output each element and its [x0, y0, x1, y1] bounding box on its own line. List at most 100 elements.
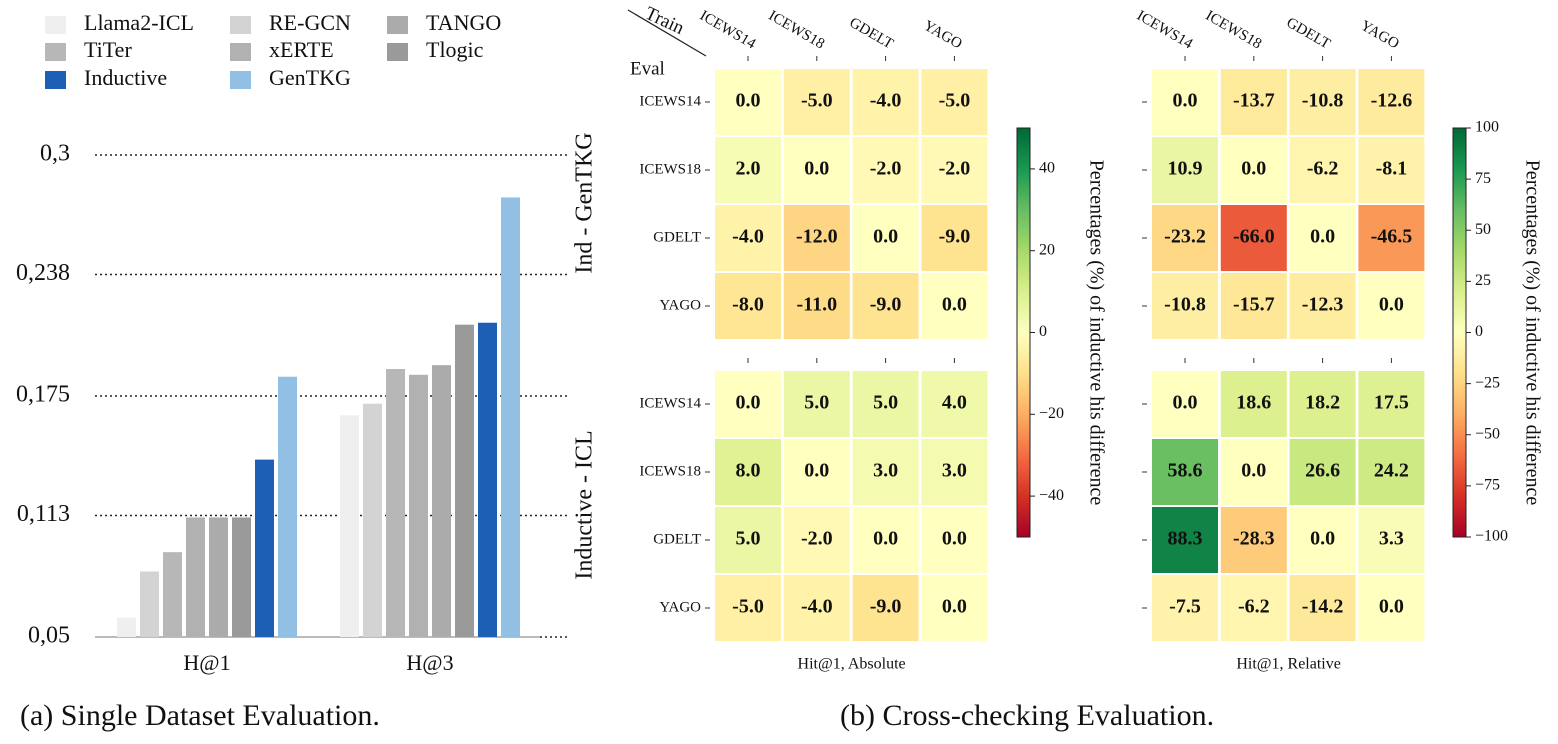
legend-swatch [45, 16, 66, 34]
cell-label: 0.0 [1379, 596, 1404, 618]
bar [363, 403, 382, 637]
cell-label: -15.7 [1233, 294, 1275, 316]
bar [340, 415, 359, 637]
colorbar-tick-label: 50 [1475, 221, 1491, 238]
column-label: ICEWS14 [697, 8, 759, 53]
heatmap-cell [1220, 137, 1287, 203]
cell-label: 0.0 [1379, 294, 1404, 316]
colorbar-tick-label: 0 [1039, 323, 1047, 340]
heatmap-cell [1358, 507, 1425, 573]
heatmap-cell [1220, 575, 1287, 641]
heatmap-cell [921, 507, 988, 573]
row-label: ICEWS18 [639, 161, 701, 177]
cell-label: 0.0 [804, 158, 829, 180]
heatmap-cell [715, 439, 781, 505]
heatmap-cell [852, 439, 919, 505]
column-label: ICEWS14 [1134, 8, 1196, 53]
bar [163, 552, 182, 637]
bar [409, 374, 428, 637]
x-axis-label: Hit@1, Absolute [798, 656, 906, 673]
colorbar-tick-label: 20 [1039, 241, 1055, 258]
row-label: ICEWS14 [639, 395, 701, 411]
heatmap-cell [1152, 371, 1218, 437]
bar [478, 322, 497, 637]
block-label: Inductive - ICL [572, 430, 598, 579]
heatmap-cell [852, 273, 919, 339]
cell-label: -13.7 [1233, 90, 1275, 112]
heatmap-cell [921, 439, 988, 505]
heatmap-cell [1220, 371, 1287, 437]
cell-label: -8.0 [732, 294, 764, 316]
heatmap-cell [921, 69, 988, 135]
heatmap-cell [715, 273, 781, 339]
heatmap-cell [921, 575, 988, 641]
colorbar-tick-label: −50 [1475, 425, 1500, 442]
legend-label: Inductive [84, 65, 167, 90]
cell-label: -2.0 [939, 158, 971, 180]
cell-label: -5.0 [801, 90, 833, 112]
cell-label: -12.0 [796, 226, 838, 248]
cell-label: 58.6 [1168, 460, 1203, 482]
train-label: Train [642, 3, 688, 39]
cell-label: 3.0 [873, 460, 898, 482]
legend-swatch [230, 71, 251, 89]
y-tick-label: 0,3 [40, 141, 70, 167]
heatmap-cell [1358, 273, 1425, 339]
row-label: ICEWS18 [639, 463, 701, 479]
heatmap-cell [1289, 137, 1356, 203]
cell-label: -6.2 [1238, 596, 1270, 618]
heatmap-cell [715, 575, 781, 641]
cell-label: -10.8 [1164, 294, 1206, 316]
cell-label: 18.2 [1305, 392, 1340, 414]
legend-swatch [387, 43, 408, 61]
cell-label: -66.0 [1233, 226, 1275, 248]
colorbar-tick-label: 40 [1039, 160, 1055, 177]
cell-label: -7.5 [1169, 596, 1201, 618]
heatmap-cell [1220, 205, 1287, 271]
x-tick-label: H@1 [183, 650, 230, 675]
bar [455, 324, 474, 637]
colorbar-tick-label: 75 [1475, 170, 1491, 187]
cell-label: 5.0 [804, 392, 829, 414]
cell-label: 10.9 [1168, 158, 1203, 180]
cell-label: 0.0 [1310, 226, 1335, 248]
cell-label: 0.0 [1173, 392, 1198, 414]
cell-label: -4.0 [870, 90, 902, 112]
cell-label: 18.6 [1236, 392, 1271, 414]
heatmap-cell [852, 69, 919, 135]
colorbar-tick-label: −40 [1039, 487, 1064, 504]
cell-label: 0.0 [942, 294, 967, 316]
cell-label: 0.0 [736, 392, 761, 414]
heatmap-cell [1152, 205, 1218, 271]
cell-label: 0.0 [873, 528, 898, 550]
column-label: GDELT [847, 15, 896, 53]
cell-label: -11.0 [797, 294, 838, 316]
cell-label: -9.0 [939, 226, 971, 248]
cell-label: -9.0 [870, 294, 902, 316]
block-label: Ind - GenTKG [572, 132, 598, 273]
heatmap-cell [921, 371, 988, 437]
heatmap-cell [1152, 507, 1218, 573]
row-label: YAGO [659, 599, 701, 615]
cell-label: 0.0 [1173, 90, 1198, 112]
colorbar [1016, 127, 1031, 538]
colorbar-label: Percentages (%) of inductive his differe… [1521, 160, 1543, 506]
column-label: YAGO [1358, 18, 1402, 53]
cell-label: -12.3 [1302, 294, 1344, 316]
colorbar-tick-label: 0 [1475, 323, 1483, 340]
caption: (a) Single Dataset Evaluation. [20, 699, 380, 732]
cell-label: -2.0 [801, 528, 833, 550]
column-label: YAGO [921, 18, 965, 53]
cell-label: -10.8 [1302, 90, 1344, 112]
legend-label: Tlogic [426, 37, 484, 62]
colorbar-tick-label: 100 [1475, 119, 1499, 136]
heatmap-cell [852, 371, 919, 437]
heatmap-cell [1220, 273, 1287, 339]
cell-label: -12.6 [1371, 90, 1413, 112]
bar [255, 459, 274, 637]
heatmap-cell [715, 507, 781, 573]
colorbar-tick-label: −100 [1475, 528, 1508, 545]
bar [278, 376, 297, 637]
cell-label: -5.0 [732, 596, 764, 618]
heatmap-cell [783, 205, 850, 271]
